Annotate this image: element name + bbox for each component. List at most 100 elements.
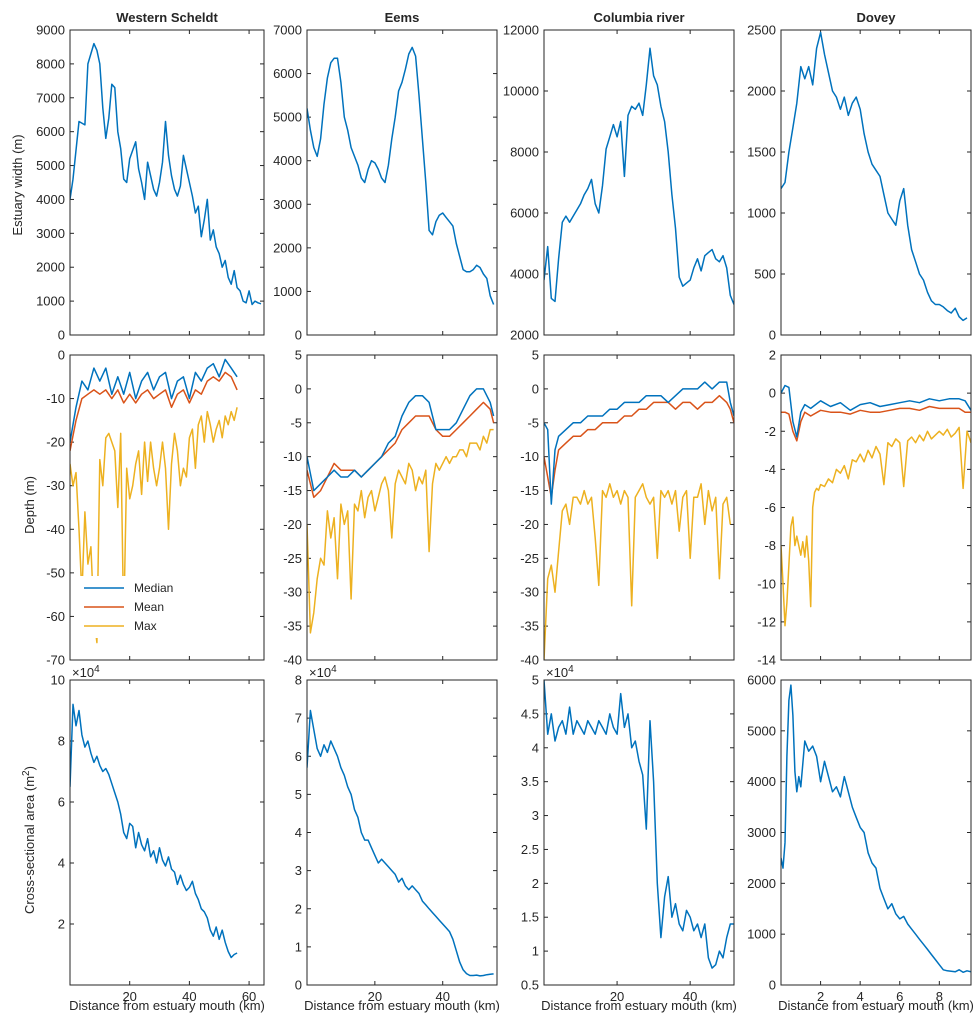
panel-area-1: 2 4 6 8 10 20 40 60 ×104 Distance from estuary mo… (51, 664, 265, 1013)
x-axis-label: Distance from estuary mouth (km) (778, 998, 974, 1013)
y-tick-label: -5 (527, 415, 539, 430)
y-tick-label: 8 (295, 673, 302, 688)
x-tick-label: 6 (896, 989, 903, 1004)
y-tick-label: 4000 (510, 267, 539, 282)
panel-width-3: 2000 4000 6000 8000 10000 12000 (503, 23, 735, 343)
y-tick-label: 0.5 (521, 978, 539, 993)
x-tick-label: 20 (122, 989, 136, 1004)
axes-frame (780, 679, 972, 986)
x-tick-label: 2 (817, 989, 824, 1004)
y-tick-label: 0 (532, 381, 539, 396)
y-tick-label: 4000 (36, 192, 65, 207)
x-tick-label: 8 (936, 989, 943, 1004)
y-axis-label-area: Cross-sectional area (m2) (21, 766, 37, 914)
y-tick-label: 1000 (36, 294, 65, 309)
y-tick-label: -40 (520, 653, 539, 668)
y-tick-label: -6 (764, 500, 776, 515)
y-tick-label: -8 (764, 538, 776, 553)
y-tick-label: 1 (295, 939, 302, 954)
exponent-label: ×104 (72, 664, 100, 680)
y-tick-label: -12 (757, 614, 776, 629)
legend-label-max: Max (134, 619, 157, 633)
y-tick-label: 5 (295, 348, 302, 363)
series-line-median (70, 358, 238, 443)
y-tick-label: 2 (58, 917, 65, 932)
panel-area-2: 0 1 2 3 4 5 6 7 8 20 40 ×104 Distance from estuary m… (295, 664, 500, 1013)
y-tick-label: 2 (532, 876, 539, 891)
y-tick-label: 1500 (747, 145, 776, 160)
y-tick-label: 10000 (503, 84, 539, 99)
y-tick-label: 5000 (273, 110, 302, 125)
legend-label-mean: Mean (134, 600, 164, 614)
series-line-median (781, 384, 971, 438)
series-line-max (544, 483, 732, 660)
y-tick-label: 2000 (273, 240, 302, 255)
y-tick-label: 5000 (36, 158, 65, 173)
series-line-median (544, 381, 734, 505)
y-tick-label: 7000 (36, 90, 65, 105)
y-tick-label: 1000 (273, 284, 302, 299)
y-tick-label: 0 (58, 328, 65, 343)
y-tick-label: 1000 (747, 206, 776, 221)
y-tick-label: 3000 (36, 226, 65, 241)
axes-frame (69, 679, 265, 986)
y-axis-label-depth: Depth (m) (22, 476, 37, 534)
x-tick-label: 40 (182, 989, 196, 1004)
y-tick-label: 6 (58, 795, 65, 810)
series-group (307, 709, 494, 977)
panels: 0100020003000400050006000700080009000010… (36, 23, 974, 1014)
y-tick-label: -15 (283, 483, 302, 498)
series-line-median (307, 388, 495, 492)
y-tick-label: 500 (754, 267, 776, 282)
y-tick-label: 1 (532, 944, 539, 959)
legend: Median Mean Max (77, 576, 199, 638)
axes-frame (780, 354, 972, 661)
x-tick-label: 40 (683, 989, 697, 1004)
y-tick-label: -70 (46, 653, 65, 668)
series-line-mean (70, 371, 238, 452)
y-tick-label: -5 (290, 415, 302, 430)
axes-frame (780, 29, 972, 336)
y-tick-label: 5 (532, 673, 539, 688)
series-line-median (307, 709, 494, 977)
exponent-label: ×104 (546, 664, 574, 680)
y-tick-label: 5 (532, 348, 539, 363)
panel-width-2: 0 1000 2000 3000 4000 5000 6000 7000 (273, 23, 498, 343)
series-group (781, 31, 968, 322)
y-tick-label: 12000 (503, 23, 539, 38)
axes-frame (306, 29, 498, 336)
column-title: Columbia river (593, 10, 684, 25)
panel-depth-2: -40 -35 -30 -25 -20 -15 -10 -5 0 5 (283, 348, 498, 668)
series-line-median (781, 684, 971, 974)
y-tick-label: 6 (295, 749, 302, 764)
y-tick-label: 4 (532, 740, 539, 755)
row-labels: Estuary width (m) Depth (m) Cross-sectio… (10, 134, 37, 914)
axes-frame (543, 354, 735, 661)
y-tick-label: 2.5 (521, 842, 539, 857)
y-tick-label: 2000 (747, 876, 776, 891)
y-tick-label: 3.5 (521, 774, 539, 789)
y-tick-label: 4.5 (521, 706, 539, 721)
y-tick-label: 2 (295, 901, 302, 916)
y-tick-label: 2000 (36, 260, 65, 275)
y-tick-label: 7000 (273, 23, 302, 38)
y-tick-label: 4 (295, 825, 302, 840)
x-axis-label: Distance from estuary mouth (km) (541, 998, 737, 1013)
y-tick-label: -30 (46, 478, 65, 493)
y-tick-label: 4000 (273, 153, 302, 168)
series-group (544, 47, 734, 305)
y-axis-label-width: Estuary width (m) (10, 134, 25, 235)
y-tick-label: -35 (283, 619, 302, 634)
y-tick-label: 0 (295, 978, 302, 993)
y-tick-label: 9000 (36, 23, 65, 38)
y-tick-label: 0 (295, 328, 302, 343)
series-group (781, 684, 971, 974)
column-title: Dovey (856, 10, 896, 25)
y-tick-label: -14 (757, 653, 776, 668)
series-line-median (307, 46, 495, 305)
x-tick-label: 20 (368, 989, 382, 1004)
series-line-max (307, 428, 494, 634)
column-title: Western Scheldt (116, 10, 218, 25)
x-axis-label: Distance from estuary mouth (km) (304, 998, 500, 1013)
